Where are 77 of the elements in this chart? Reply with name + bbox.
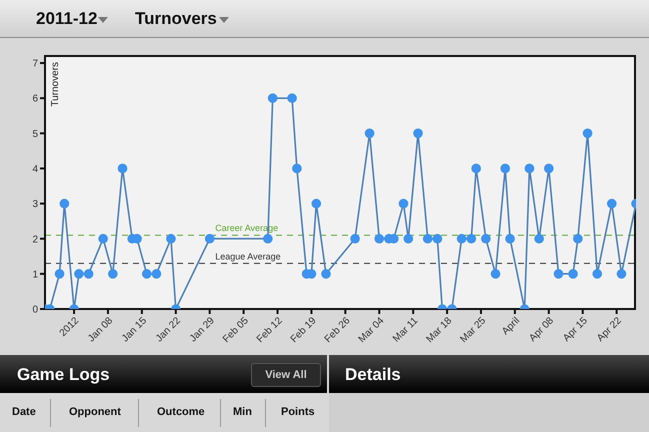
- point: [544, 164, 554, 174]
- point: [60, 198, 70, 208]
- point: [554, 269, 564, 279]
- text: View All: [251, 363, 321, 387]
- text: Details: [345, 365, 401, 385]
- point: [606, 198, 617, 208]
- point: [524, 164, 534, 174]
- point: [481, 234, 491, 244]
- x-tick-label: Feb 05: [220, 315, 252, 346]
- point: [152, 269, 162, 279]
- y-tick-label: 5: [32, 128, 38, 140]
- point: [404, 234, 414, 244]
- point: [568, 269, 578, 279]
- x-tick-label: Jan 29: [188, 315, 218, 344]
- x-tick-label: Feb 26: [322, 315, 353, 346]
- x-tick-label: Apr 22: [595, 315, 624, 344]
- point: [166, 234, 176, 244]
- point: [263, 234, 273, 244]
- x-tick-label: Mar 25: [458, 315, 488, 346]
- text: Points: [281, 406, 315, 418]
- point: [311, 198, 322, 208]
- point: [54, 269, 64, 279]
- point: [364, 128, 374, 138]
- point: [592, 269, 602, 279]
- point: [534, 234, 544, 244]
- text: Min: [233, 406, 252, 418]
- point: [84, 269, 94, 279]
- x-tick-label: Feb 19: [288, 315, 319, 346]
- y-tick-label: 3: [32, 199, 38, 210]
- point: [490, 269, 500, 279]
- point: [471, 164, 481, 174]
- y-tick-label: 1: [32, 269, 38, 280]
- point: [432, 234, 442, 244]
- ref-line-label: League Average: [215, 251, 281, 262]
- x-tick-label: Mar 11: [391, 315, 421, 345]
- x-tick-label: Mar 18: [424, 315, 455, 346]
- y-axis-title: Turnovers: [50, 62, 61, 107]
- y-tick-label: 7: [32, 58, 38, 70]
- x-tick-label: Feb 12: [254, 315, 285, 346]
- y-tick-label: 6: [32, 94, 38, 105]
- x-tick-label: Jan 08: [86, 315, 116, 344]
- point: [321, 269, 331, 279]
- y-tick-label: 2: [32, 234, 38, 246]
- point: [74, 269, 84, 279]
- x-tick-label: Mar 04: [356, 315, 387, 346]
- point: [573, 234, 583, 244]
- point: [98, 234, 108, 244]
- x-tick-label: Apr 08: [527, 315, 556, 344]
- point: [268, 93, 278, 103]
- point: [108, 269, 118, 279]
- point: [422, 234, 432, 244]
- point: [456, 234, 466, 244]
- text: Game Logs: [17, 365, 110, 385]
- x-tick-label: Jan 22: [154, 315, 184, 344]
- point: [142, 269, 152, 279]
- point: [582, 128, 592, 138]
- point: [118, 164, 128, 174]
- point: [374, 234, 384, 244]
- point: [398, 198, 408, 208]
- text: Date: [12, 406, 36, 418]
- text: Opponent: [69, 406, 121, 418]
- x-tick-label: Apr 15: [561, 315, 590, 344]
- chart-title: 2011-12: [36, 9, 98, 29]
- point: [505, 234, 515, 244]
- text: Outcome: [157, 406, 205, 418]
- y-tick-label: 4: [32, 164, 38, 175]
- point: [287, 93, 297, 103]
- point: [616, 269, 626, 279]
- point: [466, 234, 476, 244]
- chart-subtitle: Turnovers: [135, 9, 217, 29]
- point: [413, 128, 423, 138]
- y-tick-label: 0: [32, 304, 38, 316]
- x-tick-label: Jan 15: [120, 315, 150, 344]
- point: [500, 164, 510, 174]
- point: [292, 164, 302, 174]
- point: [350, 234, 360, 244]
- point: [204, 234, 215, 244]
